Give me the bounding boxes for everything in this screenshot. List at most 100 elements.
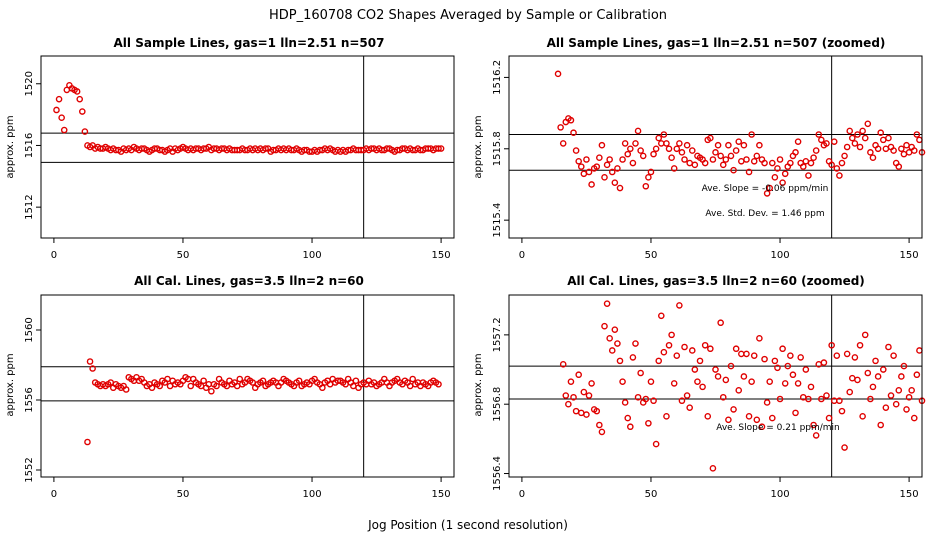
data-point — [665, 341, 673, 349]
y-tick-label: 1515.4 — [492, 203, 503, 238]
data-point — [650, 397, 657, 405]
data-point — [665, 145, 673, 153]
data-point — [781, 170, 789, 178]
data-point — [601, 322, 608, 330]
data-point — [779, 345, 786, 353]
data-point — [686, 159, 693, 167]
data-point — [854, 131, 861, 138]
data-point — [849, 134, 856, 142]
data-point — [825, 414, 833, 422]
data-point — [913, 131, 921, 138]
data-point — [771, 357, 779, 365]
data-point — [614, 340, 621, 347]
data-point — [882, 404, 890, 411]
y-axis-label: approx. ppm — [5, 353, 16, 416]
data-point — [846, 127, 854, 135]
data-point — [730, 166, 737, 174]
data-point — [810, 421, 817, 429]
data-point — [627, 145, 634, 153]
data-point — [624, 414, 632, 422]
data-point — [756, 141, 763, 149]
data-point — [756, 335, 763, 342]
data-point — [732, 147, 740, 154]
data-point — [663, 413, 670, 420]
axis-ticks: 0 50 100 150 1515.4 1515.8 1516.2 — [492, 60, 919, 261]
data-point — [807, 383, 815, 391]
data-point — [856, 341, 864, 349]
data-point — [681, 156, 688, 163]
data-point — [122, 386, 130, 393]
data-point — [719, 161, 727, 169]
data-point — [787, 159, 794, 167]
x-tick-label: 100 — [302, 489, 321, 500]
data-point — [916, 347, 923, 354]
data-point — [887, 392, 895, 399]
x-tick-label: 50 — [645, 250, 658, 261]
y-tick-label: 1557.2 — [492, 317, 503, 352]
data-point — [585, 392, 593, 399]
data-point — [719, 393, 727, 401]
data-point — [598, 141, 606, 149]
x-tick-label: 50 — [177, 250, 190, 261]
data-point — [632, 340, 639, 347]
data-point — [841, 152, 848, 160]
y-tick-label: 1520 — [24, 71, 35, 96]
x-tick-label: 50 — [645, 489, 658, 500]
data-point — [660, 348, 668, 356]
data-point — [890, 147, 897, 154]
data-point — [714, 373, 722, 380]
x-tick-label: 150 — [900, 250, 919, 261]
data-point — [55, 95, 63, 103]
plot-frame — [508, 55, 923, 239]
data-point — [593, 163, 601, 170]
data-point — [435, 380, 442, 388]
data-point — [598, 428, 606, 436]
data-point — [908, 387, 915, 394]
data-point — [712, 366, 719, 373]
data-point — [727, 362, 735, 370]
x-tick-label: 100 — [770, 489, 789, 500]
data-point — [559, 140, 567, 147]
x-tick-label: 50 — [177, 489, 190, 500]
data-point — [637, 369, 644, 377]
y-tick-label: 1516 — [24, 133, 35, 158]
data-point — [861, 331, 869, 339]
x-tick-label: 150 — [900, 489, 919, 500]
data-point — [632, 140, 639, 147]
data-point — [833, 352, 841, 359]
data-point — [867, 395, 874, 403]
data-point — [864, 120, 872, 128]
data-point — [727, 152, 735, 160]
data-point — [660, 131, 668, 138]
data-point — [60, 126, 68, 134]
x-tick-label: 150 — [432, 489, 451, 500]
data-point — [885, 134, 892, 142]
x-tick-label: 0 — [519, 489, 525, 500]
data-point — [352, 377, 360, 385]
axis-ticks: 0 50 100 150 1556.4 1556.8 1557.2 — [492, 317, 919, 500]
y-axis-label: approx. ppm — [473, 115, 484, 178]
data-point — [738, 350, 745, 358]
figure-title: HDP_160708 CO2 Shapes Averaged by Sample… — [269, 8, 667, 23]
data-point — [869, 383, 877, 391]
data-point — [603, 300, 611, 307]
data-point — [208, 387, 215, 395]
data-point — [725, 141, 732, 149]
data-point — [73, 88, 81, 95]
data-point — [851, 354, 859, 361]
data-point — [577, 409, 585, 417]
data-point — [843, 350, 851, 358]
data-point — [768, 159, 776, 167]
data-point — [885, 343, 892, 351]
data-point — [846, 388, 854, 396]
data-point — [717, 152, 724, 160]
data-point — [611, 179, 619, 186]
data-point — [869, 154, 877, 162]
data-point — [735, 138, 743, 145]
data-point — [53, 106, 60, 114]
data-point — [319, 384, 326, 392]
data-point — [753, 416, 761, 424]
data-point — [843, 143, 851, 151]
data-point — [903, 141, 910, 149]
